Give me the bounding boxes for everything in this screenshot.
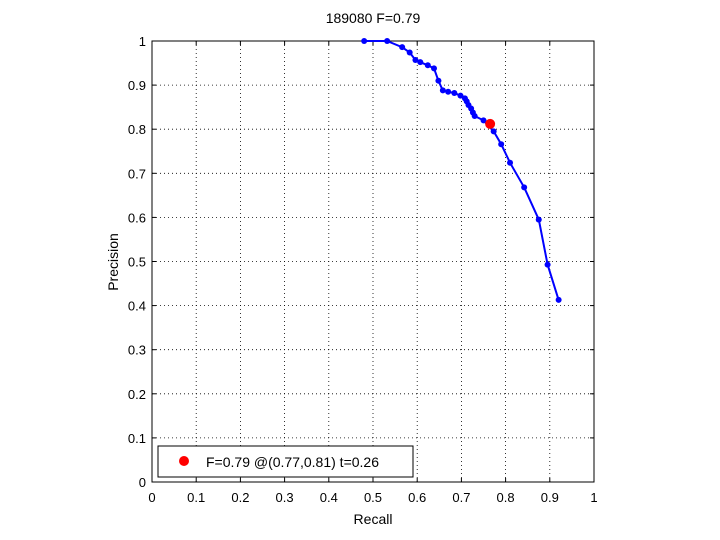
pr-curve-point <box>555 296 562 303</box>
pr-curve-point <box>521 184 528 191</box>
y-tick-label: 0 <box>139 475 146 490</box>
chart-title: 189080 F=0.79 <box>326 10 421 26</box>
y-tick-label: 0.1 <box>128 431 146 446</box>
pr-curve-point <box>457 92 464 99</box>
y-tick-label: 1 <box>139 34 146 49</box>
x-tick-label: 0 <box>148 490 155 505</box>
pr-curve-point <box>399 44 406 51</box>
pr-curve-point <box>412 56 419 63</box>
pr-curve-point <box>430 65 437 72</box>
pr-curve-point <box>480 117 487 124</box>
y-tick-label: 0.4 <box>128 299 146 314</box>
y-tick-label: 0.8 <box>128 122 146 137</box>
x-tick-label: 0.4 <box>320 490 338 505</box>
legend-entry: F=0.79 @(0.77,0.81) t=0.26 <box>206 454 379 470</box>
x-tick-label: 0.9 <box>541 490 559 505</box>
x-tick-label: 0.2 <box>231 490 249 505</box>
pr-curve-point <box>361 38 368 44</box>
y-tick-label: 0.3 <box>128 343 146 358</box>
pr-curve-point <box>490 128 497 135</box>
y-tick-label: 0.9 <box>128 78 146 93</box>
axis-ticks <box>151 40 595 483</box>
x-tick-label: 0.1 <box>187 490 205 505</box>
grid <box>152 41 594 482</box>
y-tick-labels: 0 0.1 0.2 0.3 0.4 0.5 0.6 0.7 0.8 0.9 1 <box>128 34 146 490</box>
pr-curve-point <box>535 216 542 223</box>
pr-curve-point <box>445 88 452 95</box>
x-tick-label: 0.3 <box>276 490 294 505</box>
pr-curve-point <box>544 261 551 268</box>
legend-marker <box>179 456 189 466</box>
pr-curve-point <box>498 141 505 148</box>
y-tick-label: 0.2 <box>128 387 146 402</box>
pr-curve-point <box>471 112 478 119</box>
legend-box <box>157 445 414 478</box>
pr-curve-point <box>435 77 442 84</box>
best-point-layer <box>485 118 496 129</box>
x-tick-labels: 0 0.1 0.2 0.3 0.4 0.5 0.6 0.7 0.8 0.9 1 <box>148 490 597 505</box>
pr-curve-point <box>507 159 514 166</box>
legend: F=0.79 @(0.77,0.81) t=0.26 <box>157 445 414 478</box>
x-tick-label: 0.7 <box>452 490 470 505</box>
pr-curve-point <box>384 38 391 44</box>
x-tick-label: 0.5 <box>364 490 382 505</box>
pr-curve-point <box>417 59 424 66</box>
x-axis-label: Recall <box>354 511 393 527</box>
y-tick-label: 0.5 <box>128 255 146 270</box>
y-axis-label: Precision <box>105 233 121 291</box>
y-tick-label: 0.7 <box>128 166 146 181</box>
best-f-point <box>485 118 496 129</box>
pr-curve-point <box>451 90 458 97</box>
y-tick-label: 0.6 <box>128 210 146 225</box>
pr-curve-point <box>424 62 431 69</box>
series-layer <box>361 38 562 303</box>
pr-curve-point <box>439 87 446 94</box>
x-tick-label: 0.6 <box>408 490 426 505</box>
x-tick-label: 1 <box>590 490 597 505</box>
pr-curve-point <box>406 49 413 56</box>
x-tick-label: 0.8 <box>497 490 515 505</box>
